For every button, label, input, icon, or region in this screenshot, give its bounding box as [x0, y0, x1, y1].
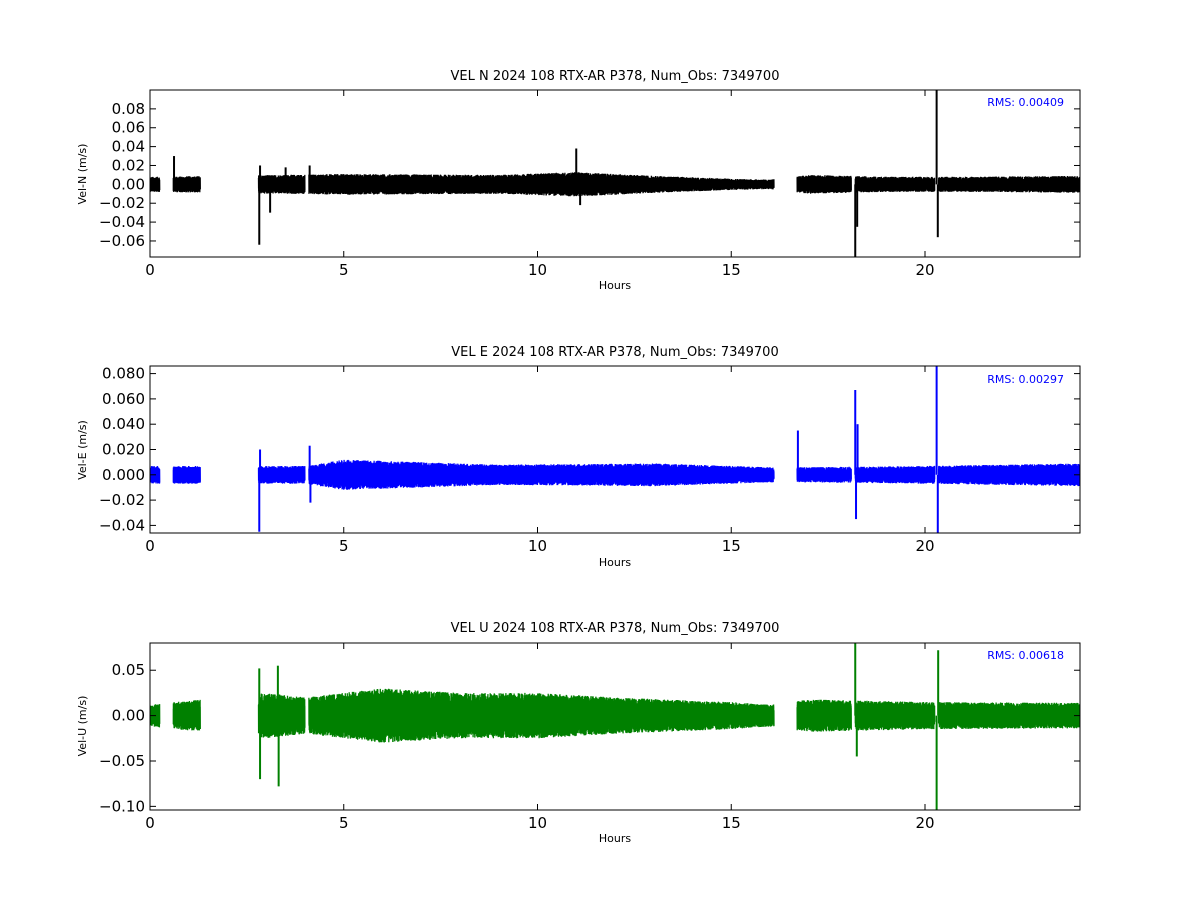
panel-vel-n-ytick-label: −0.04 [99, 213, 145, 231]
panel-vel-u-ytick-label: −0.10 [99, 797, 145, 815]
panel-vel-n-ylabel: Vel-N (m/s) [76, 144, 89, 205]
panel-vel-e-xtick-label: 5 [339, 537, 349, 555]
panel-vel-n-xlabel: Hours [599, 279, 631, 292]
panel-vel-u-rms-annotation: RMS: 0.00618 [987, 649, 1064, 662]
panel-vel-n-frame [149, 89, 1081, 258]
panel-vel-u-frame [149, 642, 1081, 811]
panel-vel-n-ytick-label: −0.06 [99, 232, 145, 250]
panel-vel-n-plot-area: 0 5 10 15 20 −0.06−0.04−0.020.000.020.040.060… [99, 89, 1081, 279]
panel-vel-n-segment [796, 175, 852, 194]
panel-vel-e-ylabel: Vel-E (m/s) [76, 420, 89, 480]
panel-vel-u-ytick-label: 0.05 [112, 661, 145, 679]
panel-vel-e-segment [257, 465, 306, 484]
panel-vel-n-series [150, 90, 1080, 257]
panel-vel-n-ytick-label: 0.04 [112, 138, 145, 156]
panel-vel-n-xtick-label: 10 [528, 261, 547, 279]
panel-vel-n-xtick-label: 5 [339, 261, 349, 279]
panel-vel-e-ytick-label: −0.02 [99, 491, 145, 509]
panel-vel-n-xtick-label: 0 [145, 261, 155, 279]
panel-vel-e-rms-annotation: RMS: 0.00297 [987, 373, 1064, 386]
panel-vel-e-xtick-label: 20 [915, 537, 934, 555]
panel-vel-e-segment [308, 459, 775, 490]
panel-vel-u-title: VEL U 2024 108 RTX-AR P378, Num_Obs: 734… [451, 621, 780, 636]
panel-vel-e-plot-area: 0 5 10 15 20 −0.04 −0.02 0.000 0.020 0.040 0.060 0.… [99, 365, 1081, 555]
panel-vel-n-segment [172, 176, 201, 193]
panel-vel-e-segment [854, 465, 936, 484]
panel-vel-n: VEL N 2024 108 RTX-AR P378, Num_Obs: 734… [76, 69, 1081, 292]
panel-vel-e-xtick-label: 0 [145, 537, 155, 555]
panel-vel-e-ytick-label: 0.060 [102, 390, 145, 408]
panel-vel-u-xtick-label: 0 [145, 814, 155, 832]
panel-vel-n-xtick-label: 15 [722, 261, 741, 279]
panel-vel-e-segment [937, 463, 1080, 487]
panel-vel-u-ylabel: Vel-U (m/s) [76, 696, 89, 757]
panel-vel-e-ytick-label: 0.000 [102, 466, 145, 484]
panel-vel-n-xtick-label: 20 [915, 261, 934, 279]
panel-vel-e-title: VEL E 2024 108 RTX-AR P378, Num_Obs: 734… [451, 345, 778, 360]
panel-vel-u-series [150, 643, 1080, 810]
panel-vel-n-ytick-label: −0.02 [99, 194, 145, 212]
panel-vel-n-ytick-label: 0.08 [112, 100, 145, 118]
panel-vel-u-ytick-label: 0.00 [112, 707, 145, 725]
panel-vel-u-plot-area: 0 5 10 15 20 −0.10 −0.05 0.00 0.05 [99, 642, 1081, 832]
panel-vel-n-ytick-label: 0.00 [112, 175, 145, 193]
panel-vel-e-xtick-label: 15 [722, 537, 741, 555]
panel-vel-e: VEL E 2024 108 RTX-AR P378, Num_Obs: 734… [76, 345, 1081, 569]
panel-vel-n-title: VEL N 2024 108 RTX-AR P378, Num_Obs: 734… [451, 69, 780, 84]
panel-vel-e-ytick-label: 0.020 [102, 441, 145, 459]
panel-vel-u-xtick-label: 20 [915, 814, 934, 832]
panel-vel-n-ytick-label: 0.06 [112, 119, 145, 137]
panel-vel-u-segment [796, 699, 852, 732]
panel-vel-u-segment [854, 700, 936, 731]
panel-vel-n-rms-annotation: RMS: 0.00409 [987, 96, 1064, 109]
panel-vel-n-segment [150, 176, 161, 193]
panel-vel-e-xlabel: Hours [599, 556, 631, 569]
panel-vel-n-ytick-label: 0.02 [112, 156, 145, 174]
panel-vel-n-segment [257, 174, 306, 194]
panel-vel-e-segment [172, 465, 201, 484]
panel-vel-u-segment [150, 704, 161, 728]
panel-vel-u-ytick-label: −0.05 [99, 752, 145, 770]
panel-vel-e-ytick-label: 0.040 [102, 415, 145, 433]
panel-vel-u-segment [308, 688, 775, 743]
panel-vel-n-segment [854, 176, 936, 193]
panel-vel-u-xtick-label: 15 [722, 814, 741, 832]
panel-vel-u-xtick-label: 10 [528, 814, 547, 832]
panel-vel-u-segment [937, 702, 1080, 730]
panel-vel-e-ytick-label: −0.04 [99, 516, 145, 534]
panel-vel-u-segment [172, 699, 201, 731]
panel-vel-e-segment [796, 466, 852, 483]
panel-vel-n-segment [308, 172, 775, 197]
panel-vel-e-series [150, 366, 1080, 533]
panel-vel-u-xlabel: Hours [599, 832, 631, 845]
panel-vel-e-ytick-label: 0.080 [102, 365, 145, 383]
panel-vel-u-segment [257, 693, 306, 739]
panel-vel-n-segment [937, 175, 1080, 193]
panel-vel-e-xtick-label: 10 [528, 537, 547, 555]
panel-vel-u-xtick-label: 5 [339, 814, 349, 832]
panel-vel-u: VEL U 2024 108 RTX-AR P378, Num_Obs: 734… [76, 621, 1081, 845]
